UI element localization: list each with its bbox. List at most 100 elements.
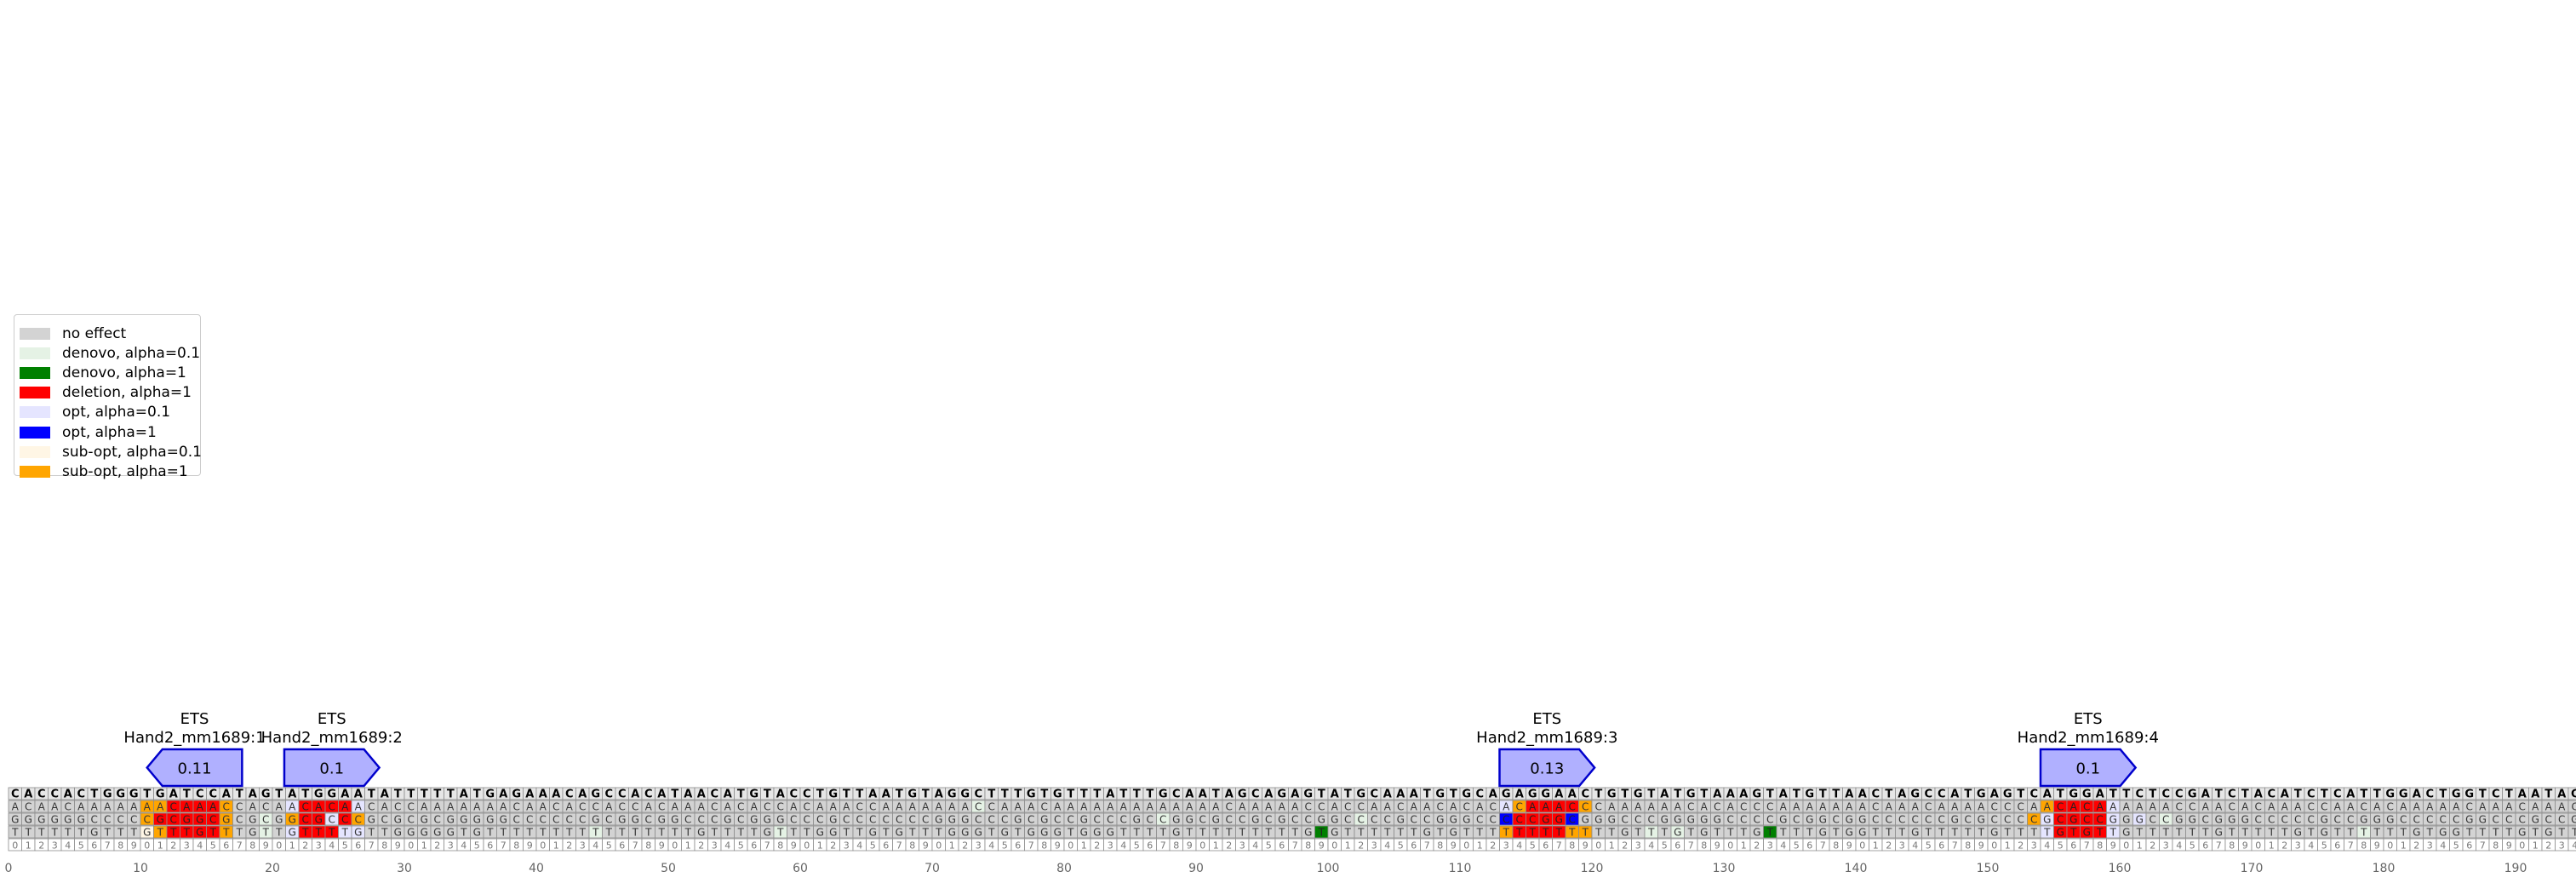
mutation-base: G: [2453, 827, 2460, 839]
index-digit: 5: [1002, 840, 1008, 851]
mutation-base: C: [65, 801, 72, 813]
ref-base: T: [737, 788, 745, 801]
mutation-base: G: [697, 827, 705, 839]
index-digit: 5: [870, 840, 876, 851]
mutation-base: G: [1054, 827, 1062, 839]
ref-base: T: [1080, 788, 1088, 801]
mutation-base: A: [605, 801, 613, 813]
index-digit: 7: [501, 840, 507, 851]
mutation-base: C: [1872, 814, 1879, 826]
mutation-base: G: [315, 814, 323, 826]
x-tick-label: 50: [661, 862, 676, 875]
mutation-base: G: [764, 827, 771, 839]
mutation-base: T: [2149, 827, 2156, 839]
index-digit: 3: [52, 840, 58, 851]
mutation-base: G: [2373, 814, 2381, 826]
mutation-base: G: [249, 814, 256, 826]
ref-base: T: [2294, 788, 2302, 801]
index-digit: 0: [804, 840, 810, 851]
mutation-base: A: [289, 801, 296, 813]
mutation-base: T: [1212, 827, 1220, 839]
mutation-base: C: [329, 801, 335, 813]
mutation-base: T: [1119, 827, 1127, 839]
index-digit: 9: [791, 840, 797, 851]
mutation-base: A: [381, 801, 389, 813]
mutation-base: G: [658, 814, 666, 826]
ref-base: C: [1581, 788, 1589, 801]
mutation-base: G: [1990, 827, 1998, 839]
ref-base: A: [1990, 788, 1999, 801]
ref-base: T: [987, 788, 995, 801]
index-digit: 0: [1727, 840, 1733, 851]
mutation-base: T: [1397, 827, 1405, 839]
mutation-base: G: [632, 814, 639, 826]
x-tick-label: 60: [793, 862, 808, 875]
mutation-base: G: [1014, 814, 1022, 826]
legend-label: sub-opt, alpha=1: [62, 462, 188, 480]
index-digit: 2: [2281, 840, 2287, 851]
ref-base: A: [2254, 788, 2263, 801]
mutation-base: C: [1991, 801, 1998, 813]
ref-base: A: [2518, 788, 2527, 801]
mutation-base: A: [1701, 801, 1709, 813]
x-tick-label: 100: [1317, 862, 1340, 875]
ref-base: G: [1277, 788, 1286, 801]
mutation-base: A: [526, 801, 534, 813]
index-digit: 9: [263, 840, 269, 851]
ref-base: G: [2003, 788, 2012, 801]
mutation-base: A: [144, 801, 152, 813]
index-digit: 4: [2572, 840, 2576, 851]
index-digit: 5: [210, 840, 216, 851]
mutation-base: C: [1476, 814, 1483, 826]
mutation-base: T: [1463, 827, 1470, 839]
mutation-base: T: [908, 827, 916, 839]
ref-base: A: [657, 788, 666, 801]
mutation-base: C: [2176, 801, 2183, 813]
mutation-base: C: [1925, 814, 1932, 826]
mutation-base: C: [632, 801, 638, 813]
mutation-base: A: [566, 801, 574, 813]
mutation-base: T: [1793, 827, 1800, 839]
ref-base: A: [2531, 788, 2539, 801]
index-digit: 5: [342, 840, 348, 851]
mutation-base: A: [684, 801, 692, 813]
index-digit: 8: [1569, 840, 1575, 851]
mutation-base: C: [1226, 814, 1233, 826]
mutation-base: T: [25, 827, 32, 839]
mutation-base: C: [2505, 814, 2512, 826]
mutation-base: C: [209, 814, 216, 826]
x-tick-label: 170: [2241, 862, 2264, 875]
ref-base: A: [1396, 788, 1405, 801]
mutation-base: T: [2373, 827, 2381, 839]
index-digit: 2: [698, 840, 704, 851]
index-digit: 1: [1345, 840, 1351, 851]
mutation-base: G: [829, 827, 837, 839]
ref-base: A: [2557, 788, 2566, 801]
index-digit: 5: [2453, 840, 2459, 851]
mutation-base: G: [51, 814, 59, 826]
mutation-base: C: [1754, 814, 1760, 826]
ref-base: A: [539, 788, 547, 801]
index-digit: 2: [962, 840, 968, 851]
index-digit: 6: [223, 840, 229, 851]
mutation-base: C: [1068, 814, 1074, 826]
index-digit: 2: [302, 840, 308, 851]
mutation-base: C: [1648, 814, 1655, 826]
mutation-base: C: [1965, 814, 1972, 826]
index-digit: 0: [1991, 840, 1997, 851]
ref-base: G: [1634, 788, 1643, 801]
mutation-base: C: [856, 801, 863, 813]
mutation-base: T: [2017, 827, 2024, 839]
mutation-base: A: [447, 801, 455, 813]
mutation-base: C: [2308, 801, 2315, 813]
mutation-base: G: [394, 827, 402, 839]
index-digit: 3: [580, 840, 586, 851]
ref-base: A: [1660, 788, 1669, 801]
mutation-base: C: [236, 814, 243, 826]
mutation-base: T: [500, 827, 507, 839]
mutation-base: T: [882, 827, 890, 839]
mutation-base: A: [104, 801, 112, 813]
mutation-base: T: [130, 827, 138, 839]
legend-swatch: [20, 387, 50, 399]
mutation-base: G: [1107, 827, 1114, 839]
